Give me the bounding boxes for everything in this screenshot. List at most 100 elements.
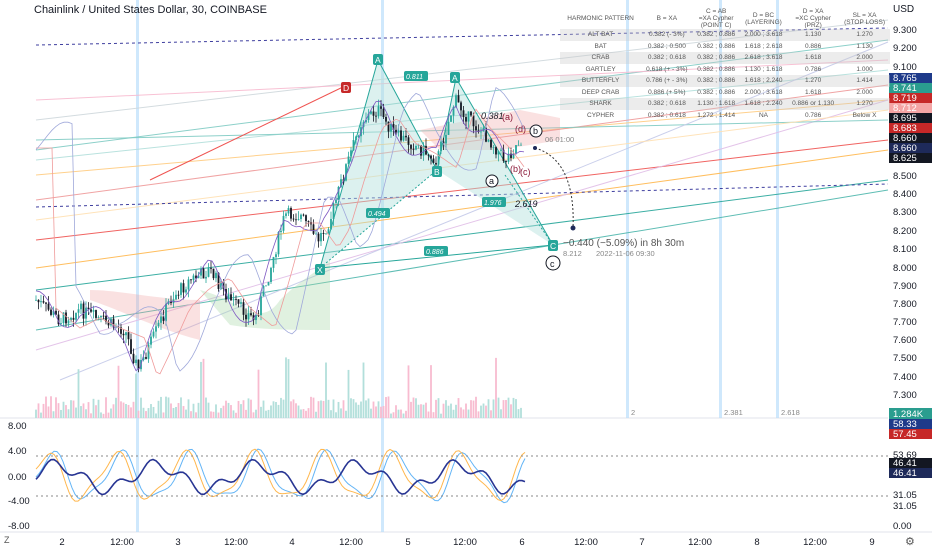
candle-body <box>150 336 152 345</box>
candle-body <box>292 218 295 220</box>
candle-body <box>470 111 472 116</box>
volume-bar <box>225 400 227 418</box>
ratio-0494[interactable] <box>366 208 390 218</box>
projection-start-dot[interactable] <box>533 146 537 150</box>
volume-bar <box>290 401 292 418</box>
pattern-labels[interactable]: A A B X D C 0.811 0.494 1.976 0.886 0.38… <box>315 54 561 275</box>
candle-body <box>340 179 342 187</box>
candlesticks[interactable] <box>35 89 522 373</box>
volume-bar <box>357 404 360 418</box>
harmonic-row: BAT 0.382 ; 0.500 0.382 ; 0.886 1.618 ; 2.6… <box>560 41 890 53</box>
volume-bar <box>85 409 87 418</box>
candle-body <box>95 310 97 318</box>
volume-bar <box>380 406 382 418</box>
volume-bar <box>325 362 327 418</box>
gear-icon[interactable]: ⚙ <box>905 536 915 548</box>
label-d-top[interactable] <box>341 82 351 93</box>
fib-fan-lines[interactable] <box>35 19 889 381</box>
candle-body <box>315 233 317 235</box>
ratio-0886[interactable] <box>424 246 448 256</box>
label-b[interactable] <box>432 166 442 177</box>
candle-body <box>120 327 122 334</box>
oscillator-pane[interactable] <box>35 448 526 504</box>
candle-body <box>40 301 42 303</box>
harmonic-pattern-name: GARTLEY <box>585 65 616 73</box>
harmonic-ratio-cell: 1.618 ; 2.240 <box>739 75 788 87</box>
wave-label-d[interactable]: (d) <box>515 124 526 134</box>
zoom-label[interactable]: Z <box>4 535 10 545</box>
volume-bars <box>35 357 522 418</box>
volume-bar <box>520 407 522 418</box>
volume-bar <box>155 413 157 418</box>
wave-label-c[interactable]: (c) <box>520 167 531 177</box>
osc-right-tick: 53.69 <box>893 450 917 461</box>
volume-bar <box>42 403 45 418</box>
circle-label-a[interactable] <box>485 174 499 188</box>
ratio-1976[interactable] <box>482 197 506 207</box>
dashed-support-line[interactable] <box>35 183 889 208</box>
overlay-indicators <box>35 86 525 375</box>
label-a2[interactable] <box>450 72 460 83</box>
candle-body <box>492 147 495 148</box>
osc-right-tick: 31.05 <box>893 501 917 512</box>
currency-label[interactable]: USD <box>893 4 915 15</box>
volume-bar <box>402 413 405 418</box>
wave-label-b[interactable]: (b) <box>510 164 521 174</box>
price-badge <box>889 133 932 143</box>
projection-price-text: 8.212 <box>563 249 582 258</box>
price-badge <box>889 123 932 133</box>
dashed-resistance-line[interactable] <box>35 27 889 46</box>
volume-bar <box>475 396 477 418</box>
volume-bar <box>117 365 120 418</box>
volume-bar <box>110 408 112 418</box>
volume-bar <box>477 411 480 418</box>
candle-body <box>67 320 70 324</box>
label-a1[interactable] <box>373 54 383 65</box>
wave-label-a[interactable]: (a) <box>502 112 513 122</box>
harmonic-row: DEEP CRAB 0.886 (+ 5%) 0.382 ; 0.886 2.000 … <box>560 87 890 99</box>
volume-bar <box>382 405 385 418</box>
ratio-0381[interactable]: 0.381 <box>481 111 504 121</box>
label-x[interactable] <box>315 264 325 275</box>
ratio-0811[interactable] <box>404 71 428 81</box>
volume-bar <box>482 403 485 418</box>
harmonic-ratio-cell: 2.000 <box>856 88 873 96</box>
volume-bar <box>115 397 117 418</box>
harmonic-ratio-cell: 0.886 <box>804 42 822 50</box>
volume-bar <box>395 405 397 418</box>
candle-body <box>50 309 52 315</box>
candle-body <box>180 283 182 295</box>
ratio-2619[interactable]: 2.619 <box>514 199 538 209</box>
time-axis[interactable]: 2 12:00 3 12:00 4 12:00 5 12:00 6 12:00 7 12:00 8 12:… <box>59 537 874 548</box>
price-badge-text: 8.765 <box>893 73 917 84</box>
candle-body <box>42 301 45 303</box>
candle-body <box>322 232 325 234</box>
volume-bar <box>512 397 515 418</box>
projection-path[interactable] <box>534 147 574 229</box>
chart-title[interactable]: Chainlink / United States Dollar, 30, CO… <box>34 4 267 16</box>
volume-bar <box>95 405 97 418</box>
volume-bar <box>375 406 377 418</box>
candle-body <box>377 106 380 117</box>
candle-body <box>132 353 135 364</box>
label-c[interactable] <box>548 240 558 251</box>
candle-body <box>210 268 212 269</box>
price-badges: 8.7658.7418.7198.7128.6958.6838.6608.660… <box>889 73 932 420</box>
volume-bar <box>297 405 300 418</box>
circle-label-c[interactable] <box>545 255 561 271</box>
harmonic-ratio-cell: 0.382 ; 0.618 <box>647 111 686 119</box>
candle-body <box>220 281 222 289</box>
harmonic-xd-line[interactable] <box>319 244 554 269</box>
price-tick-label: 9.100 <box>893 62 917 73</box>
circle-label-b[interactable] <box>529 124 543 138</box>
candle-body <box>455 95 457 107</box>
circle-label-c-text: c <box>550 259 555 269</box>
time-tick-label: 12:00 <box>110 537 134 548</box>
price-tick-label: 7.500 <box>893 353 917 364</box>
candle-body <box>270 267 272 282</box>
volume-bar <box>237 400 240 418</box>
projection-target-dot[interactable] <box>570 225 576 231</box>
volume-bar <box>50 396 52 418</box>
